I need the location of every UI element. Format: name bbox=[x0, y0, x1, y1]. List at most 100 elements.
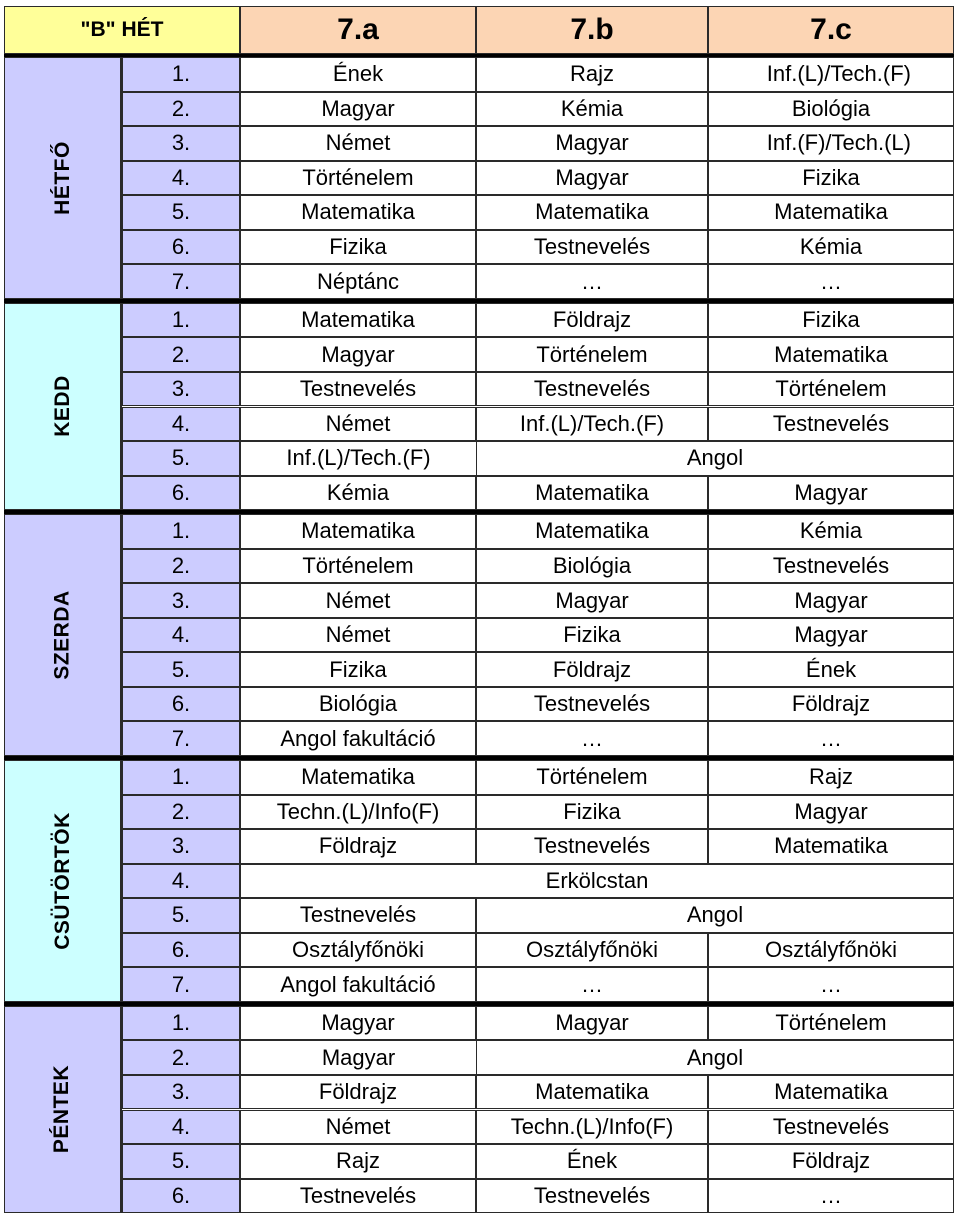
subject-cell: Matematika bbox=[476, 475, 708, 511]
day-separator bbox=[4, 756, 954, 760]
day-label: HÉTFŐ bbox=[4, 57, 122, 299]
period-number: 1. bbox=[122, 1005, 240, 1041]
subject-cell: … bbox=[708, 721, 954, 756]
subject-cell: Osztályfőnöki bbox=[240, 932, 476, 968]
period-number: 6. bbox=[122, 475, 240, 511]
subject-cell: Matematika bbox=[476, 514, 708, 549]
subject-cell: Inf.(L)/Tech.(F) bbox=[476, 406, 708, 442]
subject-cell: Techn.(L)/Info(F) bbox=[476, 1109, 708, 1145]
subject-cell: Testnevelés bbox=[240, 898, 476, 933]
subject-cell: Angol bbox=[476, 441, 954, 476]
subject-cell: Rajz bbox=[476, 57, 708, 92]
subject-cell: Fizika bbox=[476, 794, 708, 830]
period-number: 4. bbox=[122, 863, 240, 899]
period-number: 2. bbox=[122, 91, 240, 127]
subject-cell: Fizika bbox=[708, 302, 954, 338]
period-number: 7. bbox=[122, 264, 240, 299]
period-number: 5. bbox=[122, 652, 240, 687]
subject-cell: … bbox=[476, 721, 708, 756]
subject-cell: Matematika bbox=[708, 337, 954, 372]
period-number: 6. bbox=[122, 229, 240, 265]
period-number: 5. bbox=[122, 441, 240, 476]
header-separator bbox=[4, 54, 954, 57]
day-label: PÉNTEK bbox=[4, 1005, 122, 1213]
subject-cell: … bbox=[708, 264, 954, 299]
subject-cell: Angol fakultáció bbox=[240, 967, 476, 1002]
period-number: 7. bbox=[122, 721, 240, 756]
day-label: SZERDA bbox=[4, 514, 122, 756]
subject-cell: Német bbox=[240, 406, 476, 442]
subject-cell: Magyar bbox=[708, 583, 954, 618]
subject-cell: Erkölcstan bbox=[240, 863, 954, 899]
subject-cell: Magyar bbox=[240, 91, 476, 127]
subject-cell: Angol bbox=[476, 1040, 954, 1075]
period-number: 1. bbox=[122, 760, 240, 795]
subject-cell: Matematika bbox=[476, 195, 708, 230]
subject-cell: Földrajz bbox=[240, 829, 476, 864]
period-number: 4. bbox=[122, 406, 240, 442]
subject-cell: Német bbox=[240, 1109, 476, 1145]
subject-cell: Történelem bbox=[708, 1005, 954, 1041]
period-number: 2. bbox=[122, 337, 240, 372]
period-number: 2. bbox=[122, 1040, 240, 1075]
subject-cell: Magyar bbox=[476, 126, 708, 161]
subject-cell: Matematika bbox=[240, 302, 476, 338]
subject-cell: … bbox=[476, 264, 708, 299]
period-number: 2. bbox=[122, 548, 240, 584]
week-label: "B" HÉT bbox=[4, 6, 240, 54]
period-number: 4. bbox=[122, 1109, 240, 1145]
class-header-7a: 7.a bbox=[240, 6, 476, 54]
subject-cell: Testnevelés bbox=[240, 371, 476, 407]
period-number: 4. bbox=[122, 617, 240, 653]
period-number: 5. bbox=[122, 1144, 240, 1179]
period-number: 7. bbox=[122, 967, 240, 1002]
period-number: 5. bbox=[122, 898, 240, 933]
subject-cell: Kémia bbox=[240, 475, 476, 511]
subject-cell: Földrajz bbox=[476, 302, 708, 338]
subject-cell: Történelem bbox=[240, 160, 476, 196]
period-number: 3. bbox=[122, 126, 240, 161]
subject-cell: Testnevelés bbox=[708, 1109, 954, 1145]
subject-cell: Testnevelés bbox=[476, 371, 708, 407]
period-number: 6. bbox=[122, 686, 240, 722]
subject-cell: Kémia bbox=[708, 514, 954, 549]
period-number: 3. bbox=[122, 371, 240, 407]
subject-cell: Angol bbox=[476, 898, 954, 933]
subject-cell: Magyar bbox=[476, 583, 708, 618]
subject-cell: Osztályfőnöki bbox=[708, 932, 954, 968]
subject-cell: Testnevelés bbox=[708, 548, 954, 584]
subject-cell: Matematika bbox=[708, 195, 954, 230]
subject-cell: Matematika bbox=[240, 514, 476, 549]
day-separator bbox=[4, 298, 954, 303]
subject-cell: Földrajz bbox=[240, 1074, 476, 1110]
subject-cell: Ének bbox=[708, 652, 954, 687]
period-number: 1. bbox=[122, 57, 240, 92]
subject-cell: Történelem bbox=[476, 760, 708, 795]
class-header-7c: 7.c bbox=[708, 6, 954, 54]
period-number: 3. bbox=[122, 583, 240, 618]
subject-cell: Magyar bbox=[240, 1040, 476, 1075]
subject-cell: Német bbox=[240, 126, 476, 161]
subject-cell: Magyar bbox=[240, 1005, 476, 1041]
subject-cell: Magyar bbox=[476, 160, 708, 196]
subject-cell: Földrajz bbox=[708, 686, 954, 722]
subject-cell: Biológia bbox=[708, 91, 954, 127]
period-number: 3. bbox=[122, 829, 240, 864]
subject-cell: Történelem bbox=[708, 371, 954, 407]
period-number: 3. bbox=[122, 1074, 240, 1110]
day-label: CSÜTÖRTÖK bbox=[4, 760, 122, 1002]
subject-cell: Matematika bbox=[240, 195, 476, 230]
subject-cell: Inf.(L)/Tech.(F) bbox=[240, 441, 476, 476]
subject-cell: Biológia bbox=[476, 548, 708, 584]
subject-cell: Ének bbox=[476, 1144, 708, 1179]
day-separator bbox=[4, 1001, 954, 1006]
subject-cell: Rajz bbox=[708, 760, 954, 795]
period-number: 5. bbox=[122, 195, 240, 230]
subject-cell: Matematika bbox=[708, 829, 954, 864]
subject-cell: Matematika bbox=[476, 1074, 708, 1110]
subject-cell: Fizika bbox=[708, 160, 954, 196]
subject-cell: Magyar bbox=[708, 617, 954, 653]
subject-cell: Magyar bbox=[708, 475, 954, 511]
subject-cell: Osztályfőnöki bbox=[476, 932, 708, 968]
subject-cell: Fizika bbox=[240, 229, 476, 265]
